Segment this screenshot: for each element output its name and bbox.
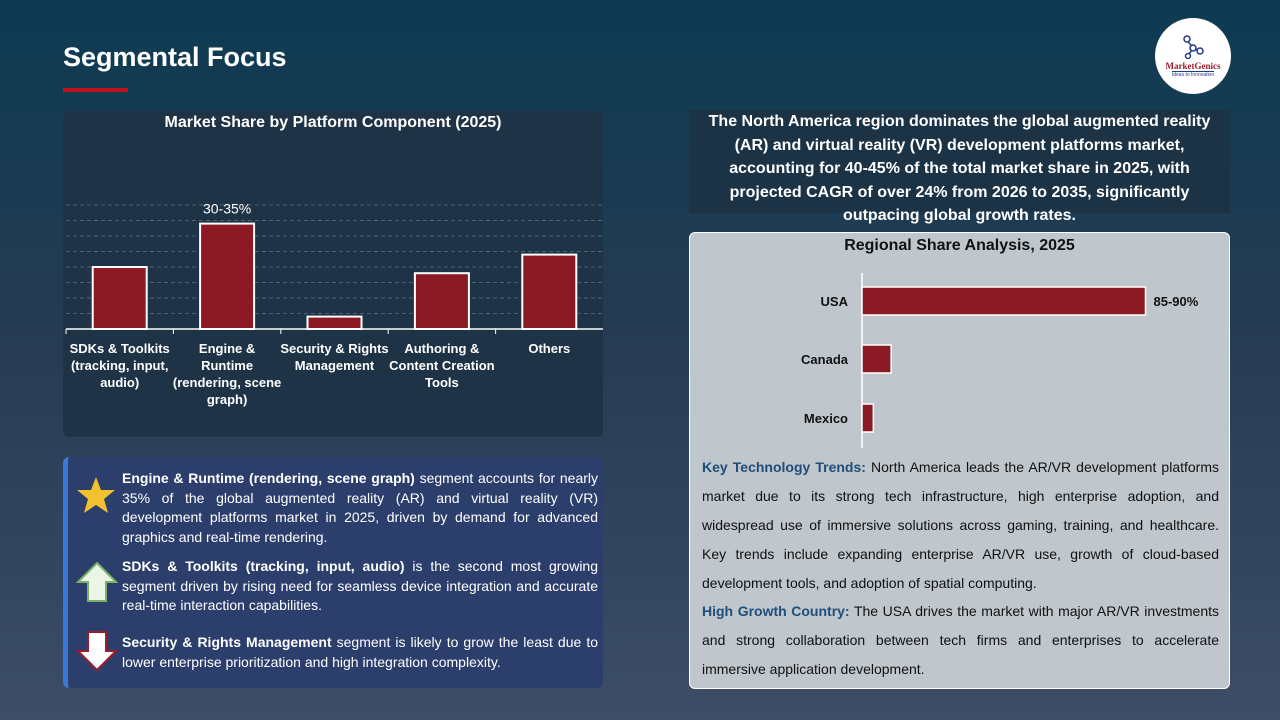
- network-icon: [1183, 34, 1204, 59]
- platform-component-chart: Market Share by Platform Component (2025…: [63, 111, 603, 437]
- bar: [306, 315, 363, 331]
- arrow-up-icon: [75, 561, 119, 608]
- logo: MarketGenics Ideas to Innovation: [1155, 18, 1231, 94]
- y-tick-label: USA: [821, 294, 849, 309]
- x-tick-label: Others: [528, 341, 571, 356]
- insight-sdks: SDKs & Toolkits (tracking, input, audio)…: [122, 558, 599, 613]
- x-tick-label: Authoring & Content Creation Tools: [389, 341, 495, 390]
- y-tick-label: Canada: [801, 352, 849, 367]
- regional-chart-title: Regional Share Analysis, 2025: [844, 237, 1075, 254]
- data-label: 85-90%: [1154, 294, 1199, 309]
- x-tick-label: Engine & Runtime (rendering, scene graph…: [172, 341, 282, 407]
- data-label: 30-35%: [203, 201, 251, 217]
- bar: [521, 253, 578, 331]
- y-tick-label: Mexico: [804, 411, 848, 426]
- bar: [861, 344, 892, 374]
- bar: [861, 286, 1147, 316]
- bar: [413, 272, 470, 330]
- arrow-down-icon: [75, 630, 119, 677]
- title-underline: [63, 88, 128, 92]
- high-growth-country: High Growth Country: The USA drives the …: [702, 603, 1219, 677]
- bar: [199, 222, 256, 330]
- bar-chart-svg: 30-35%: [65, 201, 603, 334]
- x-tick-label: SDKs & Toolkits (tracking, input, audio): [69, 341, 170, 390]
- page-title: Segmental Focus: [63, 42, 287, 72]
- bar: [861, 403, 875, 433]
- insights-panel: Engine & Runtime (rendering, scene graph…: [63, 457, 603, 688]
- insight-security: Security & Rights Management segment is …: [122, 634, 598, 670]
- chart-title: Market Share by Platform Component (2025…: [164, 114, 502, 131]
- regional-share-panel: Regional Share Analysis, 2025 USA 85-90% C…: [689, 232, 1230, 689]
- north-america-summary: The North America region dominates the g…: [689, 110, 1230, 224]
- logo-tagline: Ideas to Innovation: [1171, 70, 1215, 78]
- bar: [91, 266, 148, 330]
- star-icon: [76, 475, 116, 520]
- logo-name: MarketGenics: [1165, 60, 1221, 71]
- key-technology-trends: Key Technology Trends: North America lea…: [702, 459, 1220, 591]
- regional-bar-chart: USA 85-90% Canada Mexico: [801, 273, 1199, 448]
- x-tick-label: Security & Rights Management: [280, 341, 389, 373]
- insight-engine: Engine & Runtime (rendering, scene graph…: [122, 470, 598, 545]
